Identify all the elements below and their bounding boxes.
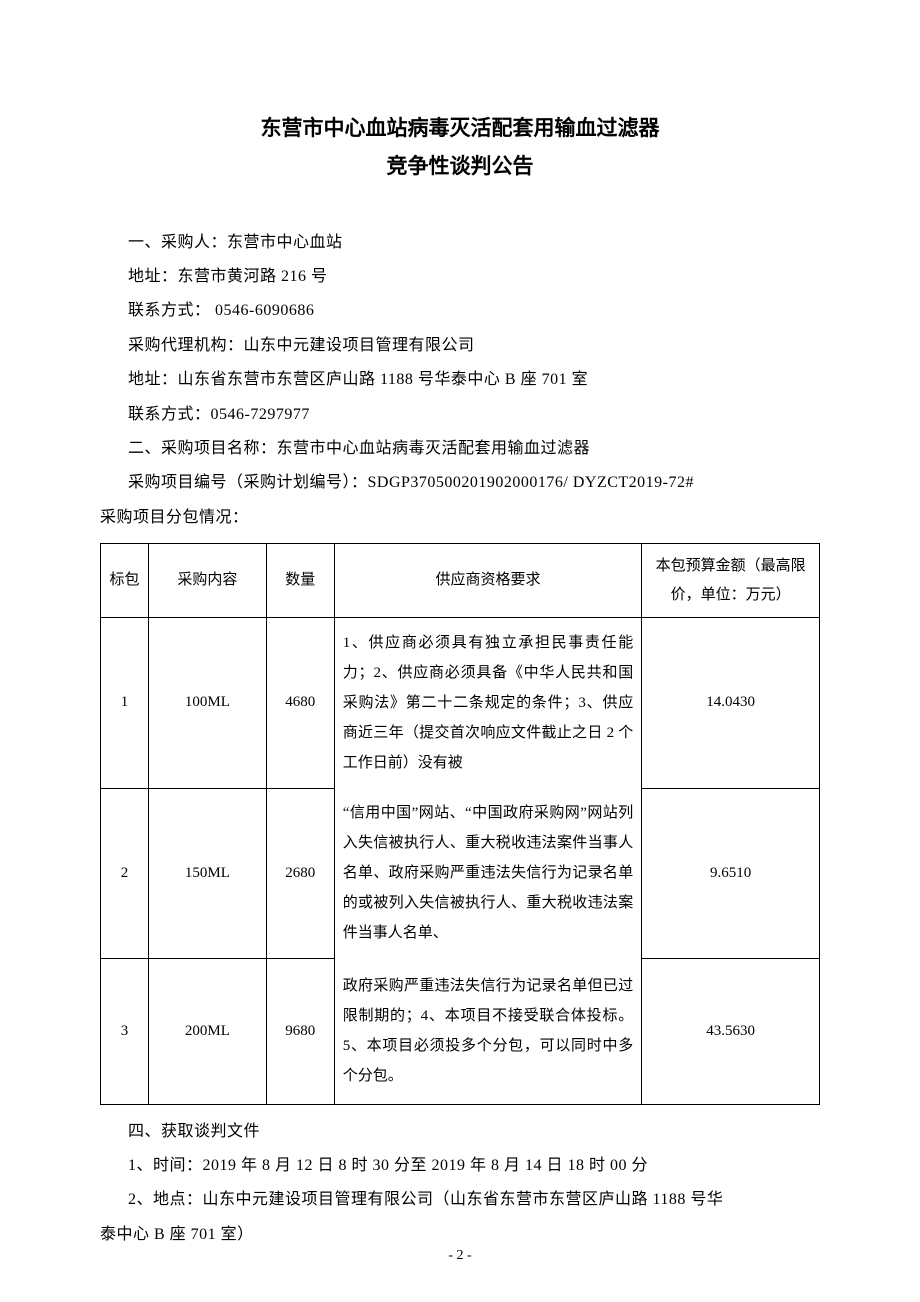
cell-content: 200ML — [148, 958, 266, 1104]
section-4-title: 四、获取谈判文件 — [128, 1115, 820, 1149]
header-index: 标包 — [101, 544, 149, 618]
project-name: 二、采购项目名称：东营市中心血站病毒灭活配套用输血过滤器 — [128, 432, 820, 466]
header-qty: 数量 — [266, 544, 334, 618]
cell-content: 100ML — [148, 618, 266, 789]
cell-budget: 14.0430 — [642, 618, 820, 789]
cell-budget: 43.5630 — [642, 958, 820, 1104]
cell-req-part1: 1、供应商必须具有独立承担民事责任能力；2、供应商必须具备《中华人民共和国采购法… — [334, 618, 641, 789]
table-row: 3 200ML 9680 政府采购严重违法失信行为记录名单但已过限制期的；4、本… — [101, 958, 820, 1104]
contact-2: 联系方式：0546-7297977 — [128, 398, 820, 432]
title-line-1: 东营市中心血站病毒灭活配套用输血过滤器 — [100, 110, 820, 148]
cell-budget: 9.6510 — [642, 788, 820, 958]
cell-index: 3 — [101, 958, 149, 1104]
agency-line: 采购代理机构：山东中元建设项目管理有限公司 — [128, 329, 820, 363]
header-budget: 本包预算金额（最高限价，单位：万元） — [642, 544, 820, 618]
cell-index: 1 — [101, 618, 149, 789]
place-line-1: 2、地点：山东中元建设项目管理有限公司（山东省东营市东营区庐山路 1188 号华 — [128, 1183, 820, 1217]
address-1: 地址：东营市黄河路 216 号 — [128, 260, 820, 294]
page-number: - 2 - — [0, 1248, 920, 1264]
cell-index: 2 — [101, 788, 149, 958]
purchaser-line: 一、采购人：东营市中心血站 — [128, 226, 820, 260]
cell-req-part3: 政府采购严重违法失信行为记录名单但已过限制期的；4、本项目不接受联合体投标。5、… — [334, 958, 641, 1104]
cell-req-part2: “信用中国”网站、“中国政府采购网”网站列入失信被执行人、重大税收违法案件当事人… — [334, 788, 641, 958]
cell-qty: 2680 — [266, 788, 334, 958]
footer-section: 四、获取谈判文件 1、时间：2019 年 8 月 12 日 8 时 30 分至 … — [100, 1115, 820, 1253]
time-line: 1、时间：2019 年 8 月 12 日 8 时 30 分至 2019 年 8 … — [128, 1149, 820, 1183]
address-2: 地址：山东省东营市东营区庐山路 1188 号华泰中心 B 座 701 室 — [128, 363, 820, 397]
place-line-2: 泰中心 B 座 701 室） — [100, 1218, 820, 1252]
cell-content: 150ML — [148, 788, 266, 958]
table-row: 2 150ML 2680 “信用中国”网站、“中国政府采购网”网站列入失信被执行… — [101, 788, 820, 958]
document-title: 东营市中心血站病毒灭活配套用输血过滤器 竞争性谈判公告 — [100, 110, 820, 186]
contact-1: 联系方式： 0546-6090686 — [128, 294, 820, 328]
cell-qty: 9680 — [266, 958, 334, 1104]
project-code: 采购项目编号（采购计划编号）：SDGP370500201902000176/ D… — [128, 466, 820, 500]
table-header-row: 标包 采购内容 数量 供应商资格要求 本包预算金额（最高限价，单位：万元） — [101, 544, 820, 618]
info-section: 一、采购人：东营市中心血站 地址：东营市黄河路 216 号 联系方式： 0546… — [100, 226, 820, 536]
header-req: 供应商资格要求 — [334, 544, 641, 618]
header-content: 采购内容 — [148, 544, 266, 618]
package-table: 标包 采购内容 数量 供应商资格要求 本包预算金额（最高限价，单位：万元） 1 … — [100, 543, 820, 1105]
title-line-2: 竞争性谈判公告 — [100, 148, 820, 186]
cell-qty: 4680 — [266, 618, 334, 789]
package-intro: 采购项目分包情况： — [100, 501, 820, 535]
table-row: 1 100ML 4680 1、供应商必须具有独立承担民事责任能力；2、供应商必须… — [101, 618, 820, 789]
